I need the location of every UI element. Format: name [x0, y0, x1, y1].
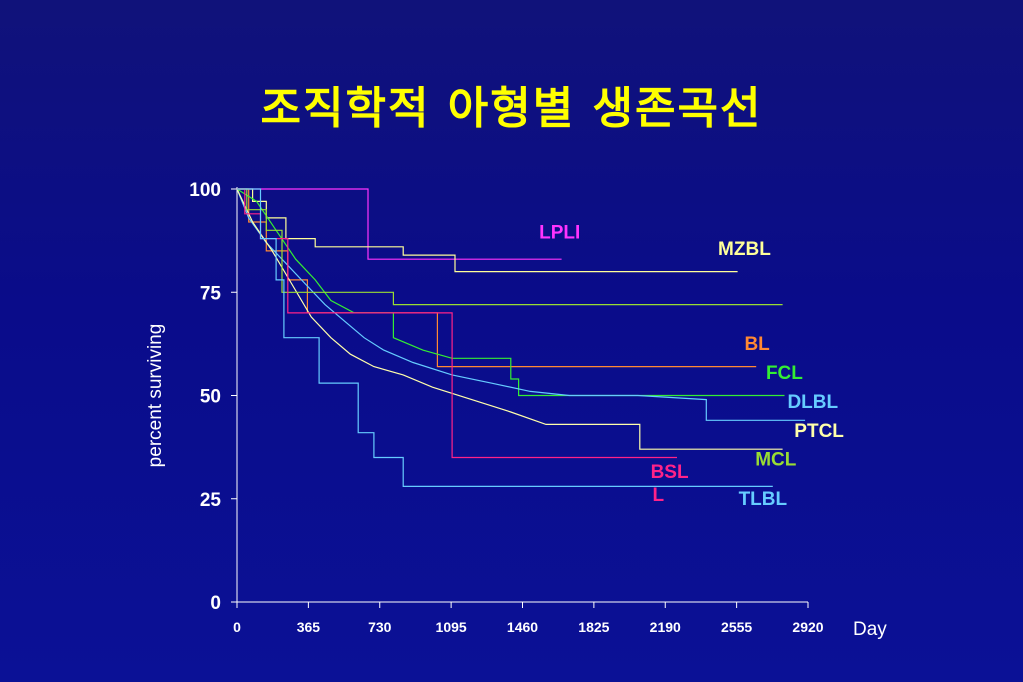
x-tick-label: 2190 [650, 619, 681, 635]
y-tick-label: 50 [200, 387, 221, 408]
curve-ptcl [236, 188, 783, 450]
curve-bl [237, 188, 757, 368]
x-tick-label: 2920 [792, 619, 823, 635]
chart-axes: 0 25 50 75 100 0 365 730 1095 1460 1825 2190 2555 292… [145, 180, 887, 640]
series-label-lpli: LPLI [539, 223, 580, 244]
series-label-mzbl: MZBL [718, 239, 771, 260]
series-label-dlbl: DLBL [787, 392, 838, 413]
x-tick-label: 365 [297, 619, 321, 635]
y-tick-label: 25 [200, 490, 222, 511]
series-label-fcl: FCL [766, 363, 803, 384]
x-tick-label: 1460 [507, 619, 538, 635]
series-label-bsl: BSL [651, 462, 689, 483]
curve-fcl [236, 188, 785, 397]
slide-title: 조직학적 아형별 생존곡선 [260, 83, 763, 134]
x-tick-label: 2555 [721, 619, 752, 635]
series-label-mcl: MCL [755, 450, 797, 471]
y-axis-label: percent surviving [145, 324, 166, 468]
curve-bsl [237, 188, 677, 459]
series-label-ptcl: PTCL [794, 421, 844, 442]
x-axis-label: Day [853, 619, 887, 640]
series-label-tlbl: TLBL [739, 489, 788, 510]
series-label-l: L [653, 485, 665, 506]
curve-tlbl [237, 188, 773, 487]
curve-mzbl [237, 188, 738, 273]
y-tick-label: 75 [200, 283, 222, 304]
curve-lpli [237, 188, 562, 260]
curve-dlbl [236, 188, 806, 421]
x-tick-label: 0 [233, 619, 241, 635]
curve-mcl [237, 188, 783, 306]
x-tick-label: 1825 [578, 619, 609, 635]
x-tick-label: 1095 [436, 619, 467, 635]
y-tick-label: 0 [210, 593, 221, 614]
x-tick-label: 730 [368, 619, 392, 635]
y-tick-label: 100 [189, 180, 221, 201]
survival-curves [236, 188, 806, 487]
series-label-bl: BL [744, 334, 770, 355]
